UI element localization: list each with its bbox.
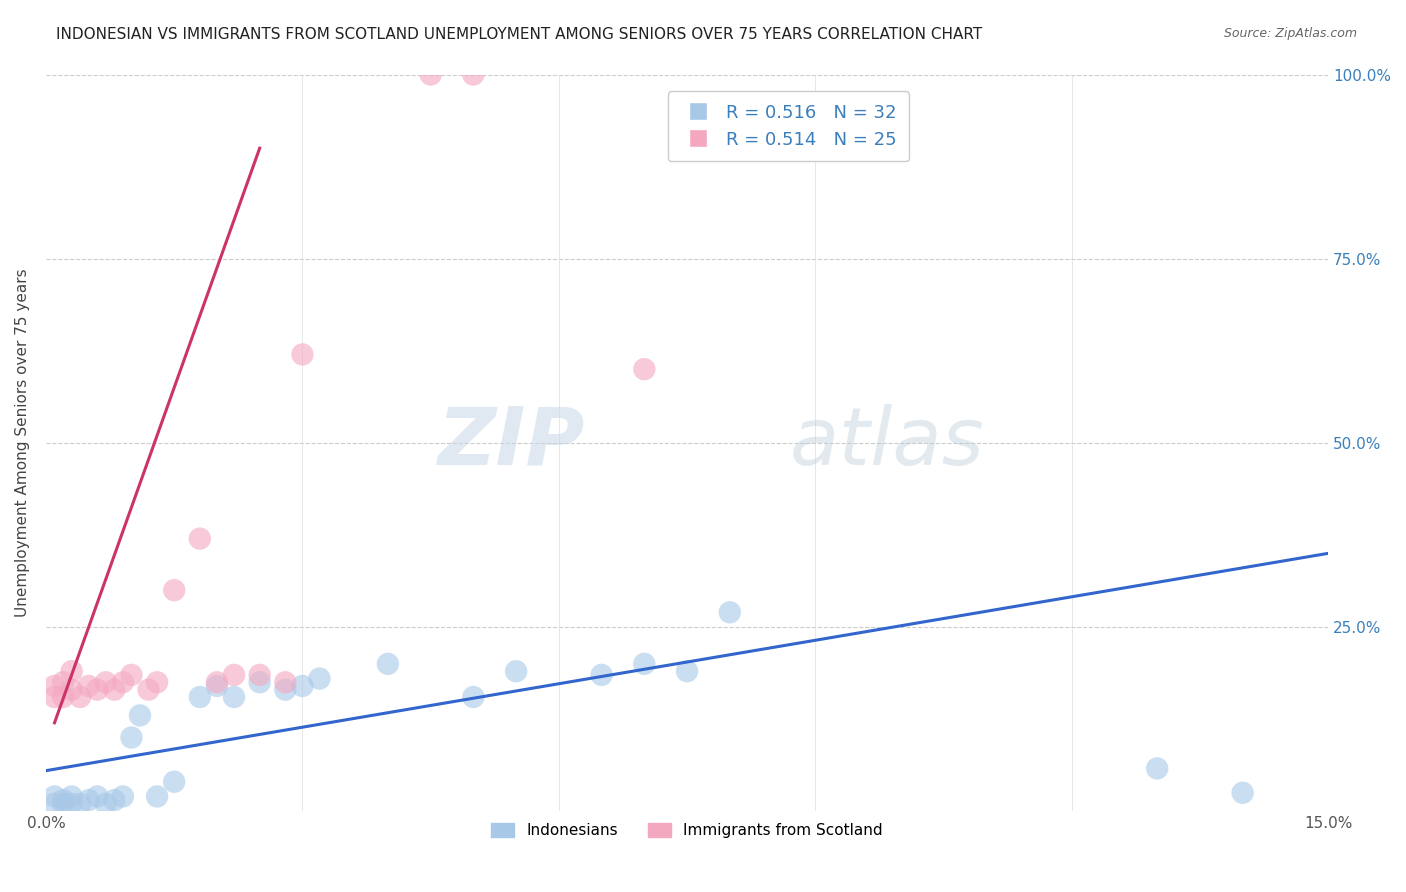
Point xyxy=(86,682,108,697)
Point xyxy=(291,347,314,361)
Point xyxy=(60,682,83,697)
Text: Source: ZipAtlas.com: Source: ZipAtlas.com xyxy=(1223,27,1357,40)
Point xyxy=(633,362,655,376)
Point xyxy=(308,672,330,686)
Point xyxy=(205,675,228,690)
Point xyxy=(103,793,125,807)
Point xyxy=(249,675,271,690)
Point xyxy=(120,668,142,682)
Point xyxy=(163,774,186,789)
Point xyxy=(86,789,108,804)
Point xyxy=(52,690,75,704)
Point xyxy=(633,657,655,671)
Point xyxy=(94,797,117,811)
Point xyxy=(69,690,91,704)
Point xyxy=(77,679,100,693)
Point xyxy=(120,731,142,745)
Point xyxy=(111,675,134,690)
Point xyxy=(274,682,297,697)
Point xyxy=(60,797,83,811)
Point xyxy=(274,675,297,690)
Point xyxy=(60,664,83,678)
Point xyxy=(44,797,66,811)
Point xyxy=(111,789,134,804)
Point xyxy=(377,657,399,671)
Point xyxy=(146,789,169,804)
Legend: Indonesians, Immigrants from Scotland: Indonesians, Immigrants from Scotland xyxy=(485,817,889,844)
Text: INDONESIAN VS IMMIGRANTS FROM SCOTLAND UNEMPLOYMENT AMONG SENIORS OVER 75 YEARS : INDONESIAN VS IMMIGRANTS FROM SCOTLAND U… xyxy=(56,27,983,42)
Point xyxy=(44,789,66,804)
Point xyxy=(94,675,117,690)
Point xyxy=(291,679,314,693)
Point xyxy=(205,679,228,693)
Point xyxy=(591,668,613,682)
Point xyxy=(60,789,83,804)
Point xyxy=(103,682,125,697)
Point xyxy=(188,532,211,546)
Point xyxy=(77,793,100,807)
Point xyxy=(1232,786,1254,800)
Point xyxy=(222,668,245,682)
Text: atlas: atlas xyxy=(790,404,984,482)
Point xyxy=(44,690,66,704)
Point xyxy=(69,797,91,811)
Point xyxy=(129,708,152,723)
Point xyxy=(419,68,441,82)
Point xyxy=(718,605,741,619)
Point xyxy=(463,690,485,704)
Point xyxy=(188,690,211,704)
Point xyxy=(163,583,186,598)
Point xyxy=(52,675,75,690)
Point xyxy=(52,793,75,807)
Point xyxy=(52,797,75,811)
Point xyxy=(249,668,271,682)
Point xyxy=(44,679,66,693)
Text: ZIP: ZIP xyxy=(437,404,585,482)
Point xyxy=(676,664,699,678)
Point xyxy=(463,68,485,82)
Point xyxy=(138,682,160,697)
Point xyxy=(505,664,527,678)
Y-axis label: Unemployment Among Seniors over 75 years: Unemployment Among Seniors over 75 years xyxy=(15,268,30,617)
Point xyxy=(1146,761,1168,775)
Point xyxy=(222,690,245,704)
Point xyxy=(146,675,169,690)
